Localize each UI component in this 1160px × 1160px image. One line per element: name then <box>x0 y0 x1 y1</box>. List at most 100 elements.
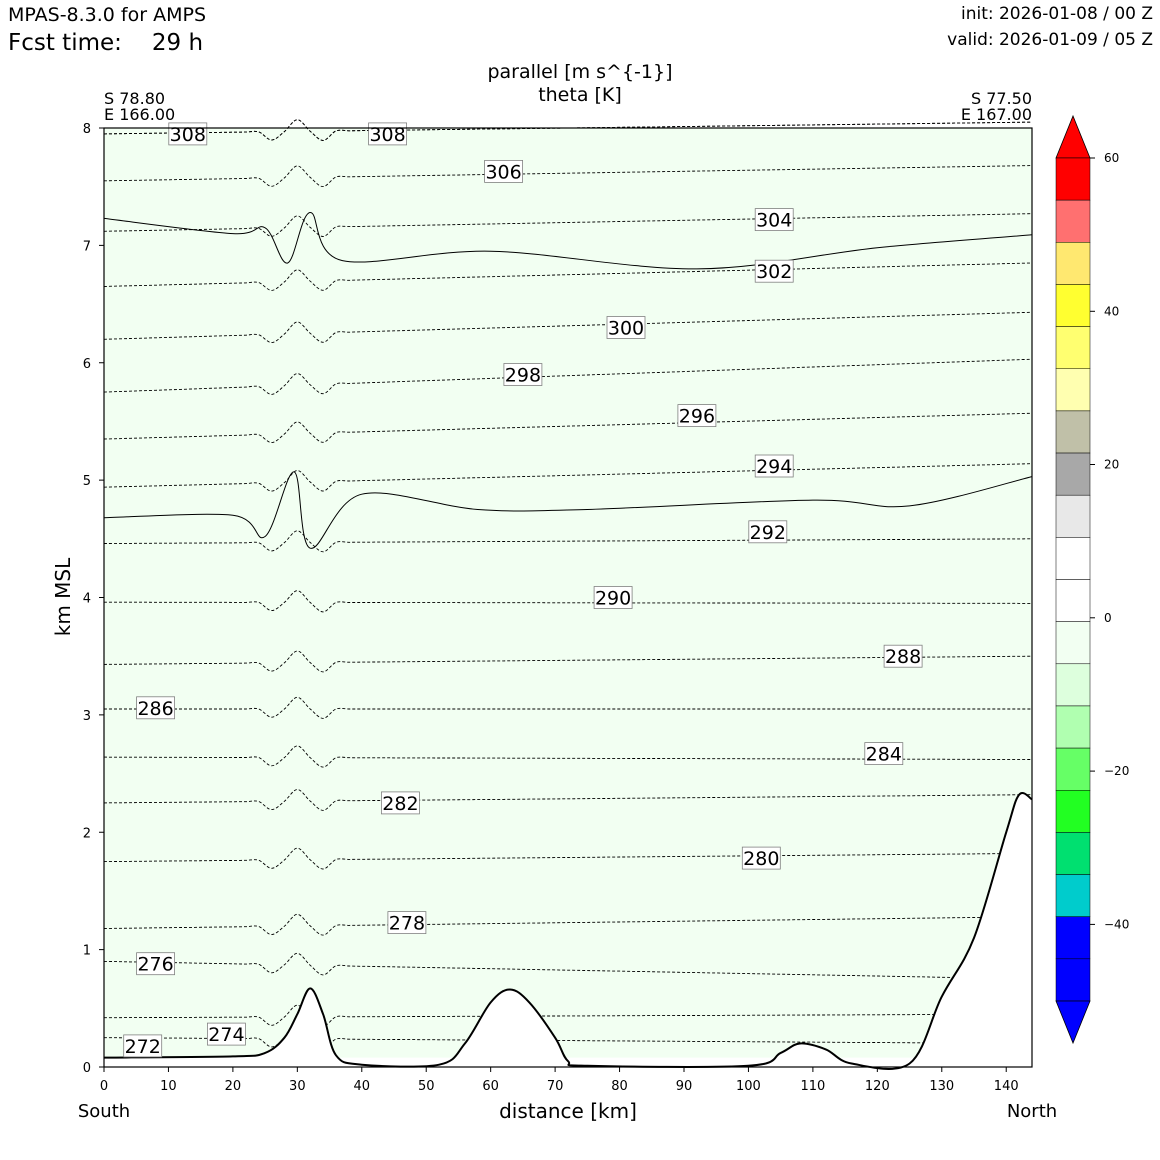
contour-labels-layer: 272 274 276 278 280 282 284 286 288 290 292 294 296 2… <box>123 122 923 1058</box>
chart-title-line1: parallel [m s^{-1}] <box>487 61 672 83</box>
colorbar-top-extend <box>1055 114 1091 159</box>
contour-label-box-6 <box>864 742 904 765</box>
south-end-label: South <box>78 1101 130 1122</box>
contour-label-284: 284 <box>866 744 902 766</box>
end-lon: E 167.00 <box>961 105 1032 124</box>
theta-contour-294-11 <box>103 463 1033 492</box>
wind-shading-layer <box>103 128 1033 1058</box>
colorbar-tick-label-5: −40 <box>1104 917 1129 931</box>
start-lon: E 166.00 <box>104 105 175 124</box>
colorbar-segment-5 <box>1055 368 1091 412</box>
contour-label-box-5 <box>380 791 420 815</box>
contour-label-box-7 <box>136 696 176 720</box>
colorbar-segment-9 <box>1055 537 1091 580</box>
contour-label-274: 274 <box>208 1024 244 1046</box>
contour-label-box-13 <box>503 363 543 386</box>
colorbar-segment-16 <box>1055 832 1091 875</box>
y-tick-label-0: 0 <box>83 1061 91 1076</box>
contour-label-box-3 <box>387 911 427 934</box>
contour-label-box-8 <box>883 644 923 668</box>
contour-label-box-12 <box>677 404 717 428</box>
theta-contour-272-0 <box>104 1026 1033 1049</box>
contour-label-box-17 <box>484 159 524 183</box>
colorbar-segment-12 <box>1055 663 1091 707</box>
y-tick-label-6: 6 <box>83 357 91 372</box>
y-tick-label-4: 4 <box>83 592 91 607</box>
axes-layer: 0 10 20 30 40 50 60 70 80 90 100 110 120 130 140 0 1 2 3 4 5… <box>83 122 1019 1094</box>
colorbar-segment-18 <box>1055 916 1091 960</box>
theta-contour-282-5 <box>103 789 1033 811</box>
shading-boundary-0 <box>103 211 1033 270</box>
contour-label-290: 290 <box>595 588 631 610</box>
theta-contour-306-17 <box>103 165 1033 188</box>
theta-contour-286-7 <box>104 696 1032 719</box>
contour-label-292: 292 <box>750 522 786 544</box>
forecast-time-value: 29 h <box>151 30 204 56</box>
app-title: MPAS-8.3.0 for AMPS <box>8 4 207 26</box>
contour-label-278: 278 <box>389 913 425 935</box>
shading-boundary-1 <box>103 471 1033 549</box>
x-tick-label-120: 120 <box>865 1079 890 1094</box>
contour-label-box-10 <box>748 520 788 544</box>
contour-label-280: 280 <box>743 848 779 870</box>
contour-label-box-15 <box>754 259 794 283</box>
contour-label-296: 296 <box>679 406 715 428</box>
y-tick-label-7: 7 <box>83 239 91 254</box>
x-tick-label-10: 10 <box>160 1079 177 1094</box>
contour-label-box-0 <box>123 1034 163 1058</box>
colorbar-segment-3 <box>1055 284 1091 327</box>
colorbar-segment-0 <box>1055 157 1091 201</box>
colorbar-segment-15 <box>1055 790 1091 833</box>
colorbar-tick-label-0: 60 <box>1104 151 1119 165</box>
y-tick-label-5: 5 <box>83 474 91 489</box>
colorbar-bottom-extend <box>1055 1000 1091 1045</box>
x-tick-label-140: 140 <box>994 1079 1019 1094</box>
contour-label-272: 272 <box>125 1036 161 1058</box>
terrain-fill <box>104 792 1032 1069</box>
theta-contour-298-13 <box>103 358 1033 395</box>
forecast-time-label: Fcst time: <box>8 30 122 56</box>
x-axis-label: distance [km] <box>499 1099 637 1123</box>
colorbar-segment-13 <box>1055 705 1091 749</box>
contour-label-294: 294 <box>756 456 792 478</box>
colorbar-segment-4 <box>1055 326 1091 370</box>
contour-label-276: 276 <box>137 954 173 976</box>
x-tick-label-0: 0 <box>100 1079 108 1094</box>
contour-label-304: 304 <box>756 210 792 232</box>
colorbar-tick-label-1: 40 <box>1104 304 1119 318</box>
colorbar-tick-label-2: 20 <box>1104 458 1119 472</box>
x-tick-label-60: 60 <box>482 1079 499 1094</box>
north-end-label: North <box>1007 1101 1057 1122</box>
shading-band-2 <box>104 128 1032 1058</box>
end-lat: S 77.50 <box>971 89 1032 108</box>
terrain-outline <box>103 792 1033 1070</box>
colorbar-segment-1 <box>1055 199 1091 243</box>
contour-label-302: 302 <box>756 261 792 283</box>
colorbar-segment-10 <box>1055 579 1091 622</box>
theta-contour-290-9 <box>104 590 1032 613</box>
colorbar-segment-19 <box>1055 958 1091 1002</box>
x-tick-label-130: 130 <box>929 1079 954 1094</box>
theta-contour-288-8 <box>103 650 1033 673</box>
y-tick-label-2: 2 <box>83 826 91 841</box>
theta-contour-296-12 <box>103 412 1033 444</box>
y-tick-label-3: 3 <box>83 709 91 724</box>
theta-contour-300-14 <box>103 311 1033 344</box>
y-tick-label-8: 8 <box>83 122 91 137</box>
colorbar-segment-2 <box>1055 242 1091 285</box>
colorbar-segment-6 <box>1055 410 1091 454</box>
x-tick-label-20: 20 <box>225 1079 242 1094</box>
contour-label-300: 300 <box>608 318 644 340</box>
x-tick-label-50: 50 <box>418 1079 435 1094</box>
theta-contour-276-2 <box>103 952 1033 980</box>
colorbar-segment-17 <box>1055 874 1091 917</box>
contour-label-box-16 <box>754 208 794 232</box>
contour-label-box-4 <box>741 846 781 870</box>
contour-label-286: 286 <box>137 698 173 720</box>
colorbar-segment-8 <box>1055 494 1091 538</box>
colorbar-tick-label-3: 0 <box>1104 611 1112 625</box>
forecast-time: Fcst time: 29 h <box>8 30 203 56</box>
x-tick-label-100: 100 <box>736 1079 761 1094</box>
contour-label-box-9 <box>593 586 633 609</box>
contour-label-288: 288 <box>885 646 921 668</box>
